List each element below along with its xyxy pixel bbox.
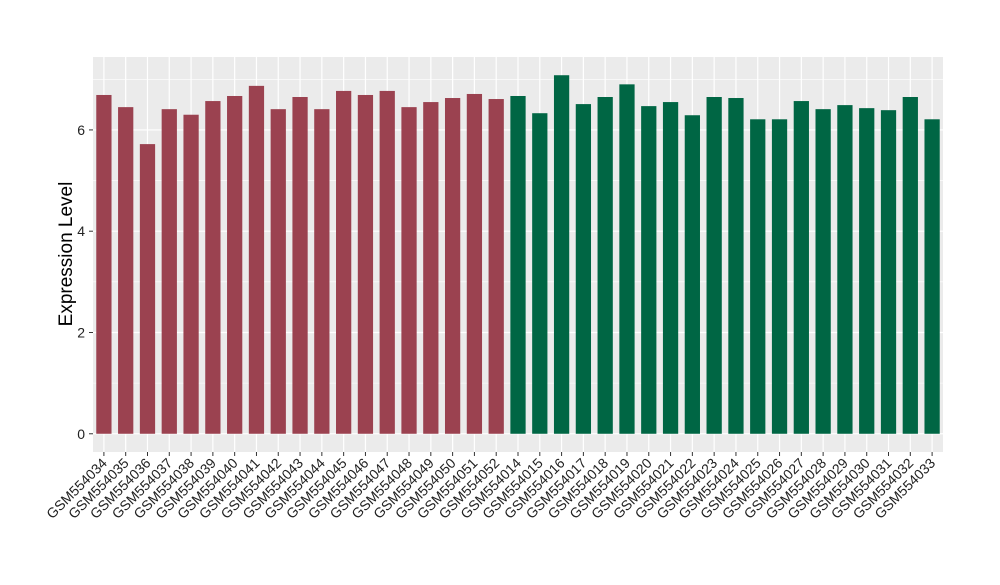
- bar-GSM554032: [902, 97, 918, 434]
- bar-GSM554021: [662, 102, 679, 434]
- bar-GSM554037: [161, 109, 177, 434]
- bar-GSM554015: [532, 113, 548, 434]
- y-tick-label: 4: [77, 223, 85, 239]
- bar-GSM554041: [248, 85, 265, 434]
- bar-GSM554031: [880, 110, 897, 434]
- y-tick-label: 6: [77, 122, 85, 138]
- bar-GSM554020: [641, 106, 657, 434]
- bar-GSM554027: [793, 101, 809, 434]
- bar-GSM554022: [684, 115, 700, 434]
- bar-GSM554016: [553, 75, 570, 434]
- bar-GSM554029: [837, 105, 853, 434]
- bar-GSM554048: [401, 107, 417, 434]
- bar-GSM554046: [357, 94, 374, 434]
- bar-GSM554036: [139, 144, 156, 434]
- bar-GSM554025: [750, 119, 766, 434]
- bar-GSM554014: [510, 95, 526, 434]
- bar-GSM554026: [771, 119, 788, 434]
- bar-GSM554051: [466, 93, 483, 434]
- bar-GSM554034: [96, 94, 112, 434]
- bar-GSM554050: [444, 98, 461, 434]
- bar-GSM554023: [706, 97, 722, 434]
- bar-GSM554045: [336, 90, 352, 434]
- bar-GSM554033: [924, 119, 940, 434]
- y-axis: 0 2 4 6: [77, 122, 93, 442]
- y-tick-label: 0: [77, 426, 85, 442]
- bar-GSM554040: [227, 95, 243, 434]
- bar-GSM554043: [292, 97, 308, 434]
- bar-GSM554028: [815, 109, 831, 434]
- bar-GSM554018: [597, 97, 613, 434]
- bar-GSM554049: [423, 102, 439, 434]
- bar-GSM554038: [183, 114, 199, 434]
- bar-GSM554047: [379, 90, 395, 434]
- bar-GSM554024: [728, 98, 744, 434]
- y-axis-label: Expression Level: [56, 182, 77, 327]
- bar-GSM554039: [205, 101, 221, 434]
- bar-GSM554044: [314, 109, 330, 434]
- y-tick-label: 2: [77, 324, 85, 340]
- bar-GSM554017: [575, 104, 592, 434]
- bar-GSM554042: [270, 109, 286, 434]
- bar-GSM554035: [118, 107, 134, 434]
- bar-GSM554052: [488, 99, 504, 434]
- x-axis: GSM554034GSM554035GSM554036GSM554037GSM5…: [43, 452, 938, 522]
- bar-GSM554030: [859, 108, 875, 434]
- bars: [96, 75, 940, 434]
- bar-GSM554019: [619, 84, 635, 434]
